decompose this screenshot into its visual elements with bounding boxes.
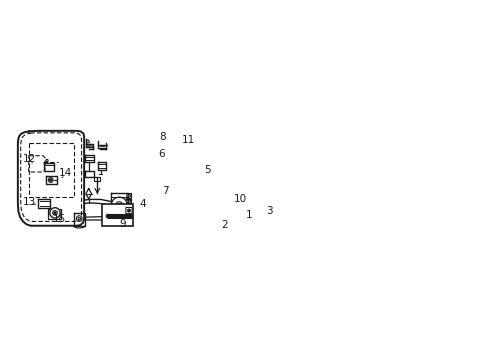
Text: 10: 10 [234, 194, 247, 204]
Text: 13: 13 [23, 197, 36, 207]
Text: 6: 6 [158, 149, 165, 159]
Text: 4: 4 [140, 199, 147, 209]
Text: 7: 7 [162, 186, 169, 197]
Circle shape [128, 210, 129, 211]
Text: 9: 9 [120, 219, 126, 229]
Text: 1: 1 [245, 210, 252, 220]
Text: 8: 8 [159, 131, 166, 141]
FancyBboxPatch shape [126, 207, 132, 214]
Text: 3: 3 [266, 206, 272, 216]
Text: 14: 14 [58, 168, 72, 178]
Text: 11: 11 [182, 135, 196, 145]
Text: 5: 5 [204, 165, 210, 175]
Circle shape [118, 204, 121, 207]
Text: 15: 15 [52, 215, 66, 224]
Circle shape [50, 179, 51, 181]
Text: 12: 12 [23, 154, 36, 165]
Text: 2: 2 [221, 220, 228, 230]
Bar [102, 204, 133, 226]
Circle shape [54, 212, 56, 214]
